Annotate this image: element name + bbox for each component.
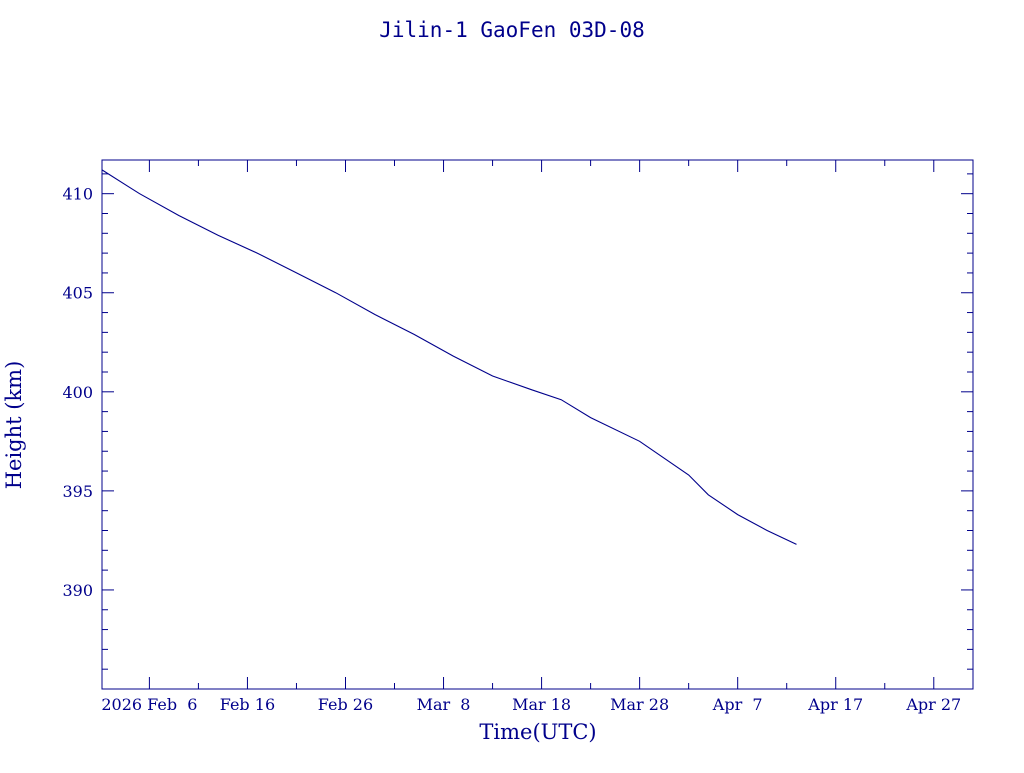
x-tick-label-group: 2026 Feb 6 Feb 16 Feb 26 Mar 8 Mar 18 Mar 28 A… <box>101 695 961 714</box>
x-tick-label: Apr 27 <box>905 695 961 714</box>
y-tick-label: 410 <box>62 185 93 204</box>
x-tick-label: Apr 17 <box>807 695 863 714</box>
y-tick-label: 390 <box>62 581 93 600</box>
x-tick-label: Mar 28 <box>610 695 669 714</box>
x-tick-label: Mar 8 <box>417 695 471 714</box>
y-tick-label: 400 <box>62 383 93 402</box>
x-tick-label: 2026 Feb 6 <box>101 695 197 714</box>
y-tick-label-group: 390 395 400 405 410 <box>62 185 93 600</box>
x-tick-label: Feb 26 <box>318 695 373 714</box>
x-tick-label: Apr 7 <box>712 695 763 714</box>
y-axis-label: Height (km) <box>2 361 26 490</box>
height-series-line <box>101 169 797 545</box>
x-axis-label: Time(UTC) <box>479 720 596 744</box>
y-tick-label: 405 <box>62 284 93 303</box>
x-tick-label: Feb 16 <box>220 695 275 714</box>
chart-title: Jilin-1 GaoFen 03D-08 <box>379 18 645 42</box>
y-tick-label: 395 <box>62 482 93 501</box>
major-tick-group <box>102 160 973 689</box>
minor-tick-group <box>102 160 973 690</box>
plot-frame <box>101 159 974 690</box>
x-tick-label: Mar 18 <box>512 695 571 714</box>
